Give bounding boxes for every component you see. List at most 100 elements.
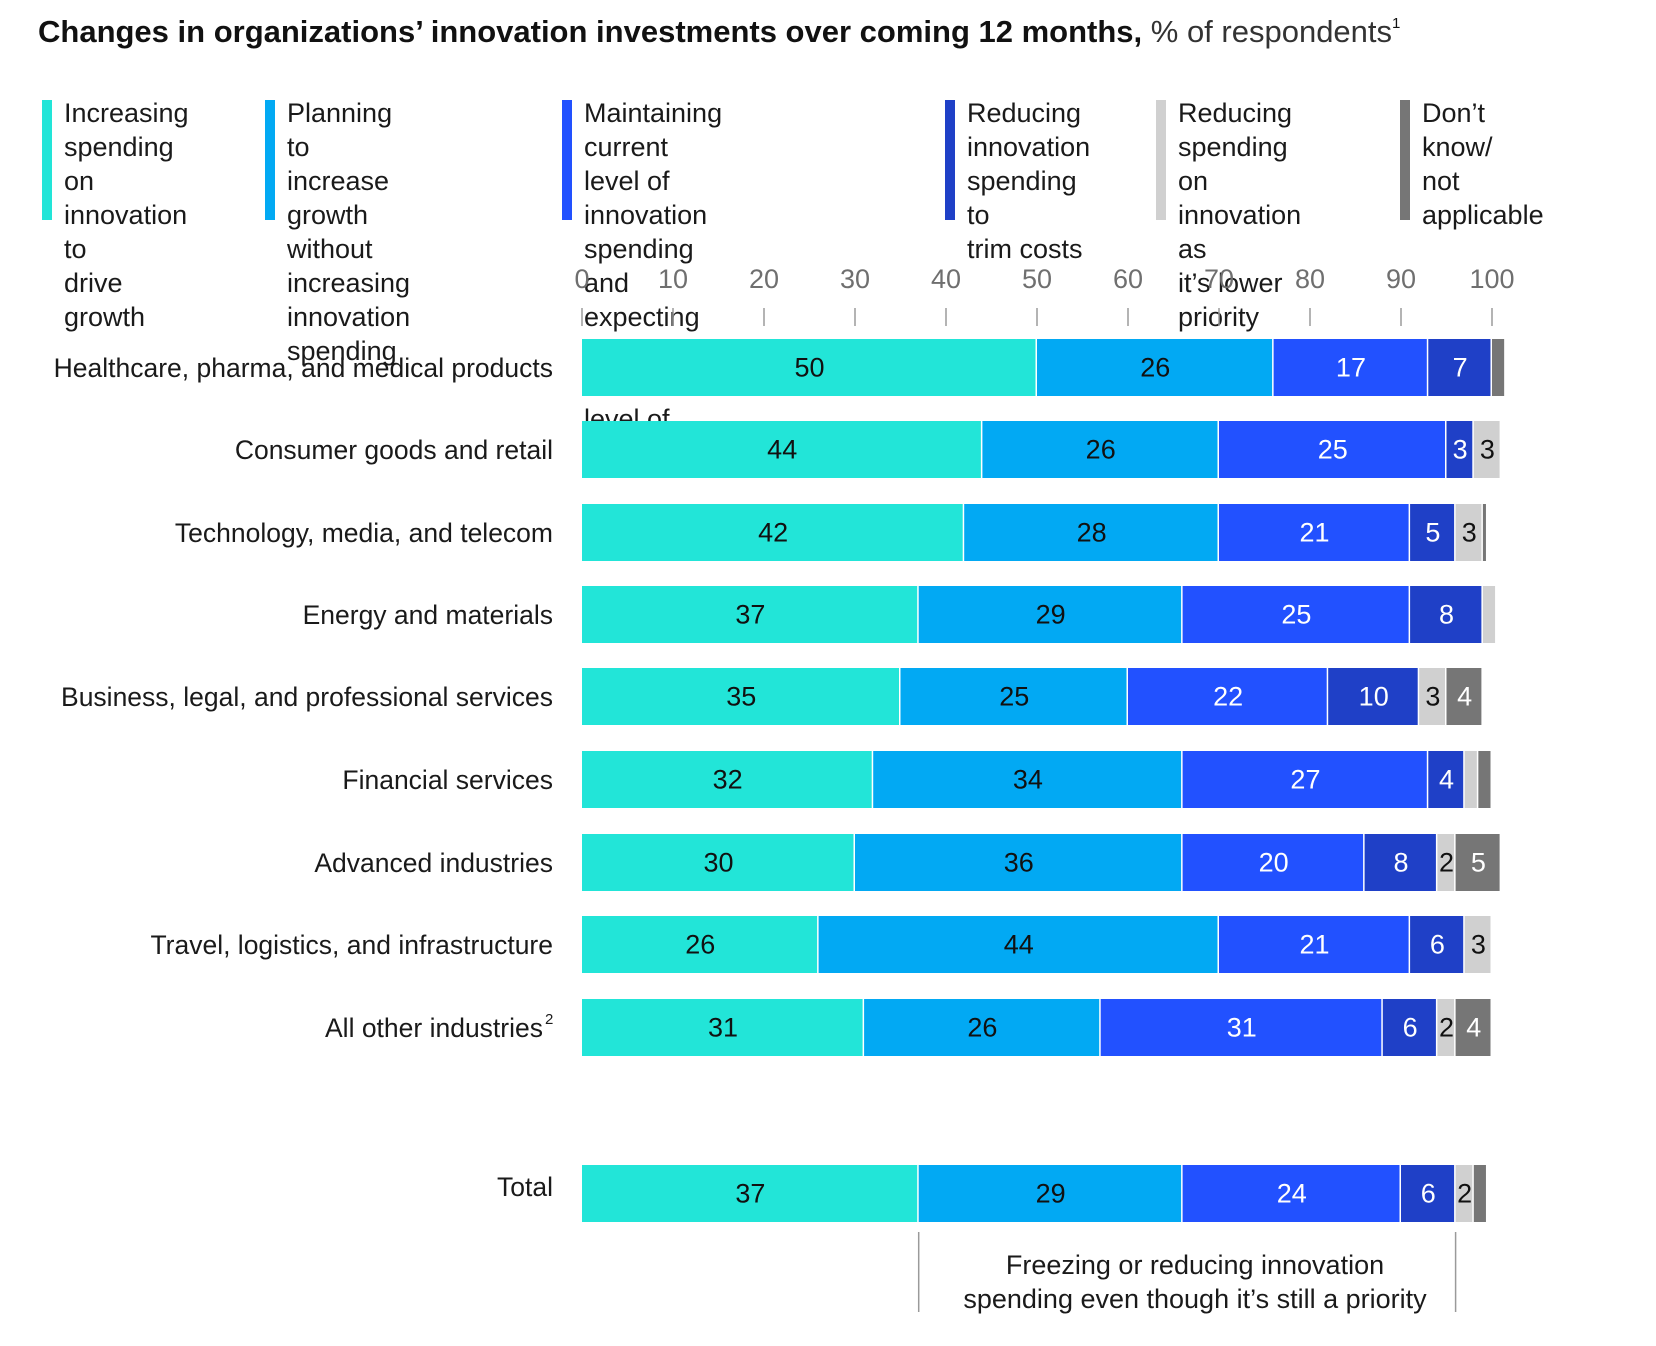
bar-segment bbox=[818, 916, 1218, 973]
bar-value-label: 3 bbox=[1462, 518, 1477, 548]
bar-segment bbox=[582, 586, 918, 643]
bar-segment bbox=[900, 668, 1127, 725]
bar-segment bbox=[918, 586, 1182, 643]
legend-swatch bbox=[562, 100, 572, 220]
legend-label: Planning to increase growth without incr… bbox=[287, 98, 411, 366]
bars: 50 26 17 744 26 25 3 342 28 21 5 337 29 25 835 25 22 10 3 4… bbox=[582, 339, 1505, 1222]
bar-value-label: 28 bbox=[1077, 518, 1107, 548]
bar-value-label: 6 bbox=[1403, 1013, 1418, 1043]
bar-segment bbox=[1446, 668, 1482, 725]
bar-segment bbox=[1428, 339, 1491, 396]
bar-value-label: 8 bbox=[1393, 848, 1408, 878]
bar-segment bbox=[1437, 834, 1455, 891]
bar-value-label: 44 bbox=[767, 435, 797, 465]
bar-value-label: 2 bbox=[1439, 1013, 1454, 1043]
bar-segment bbox=[1455, 1165, 1473, 1222]
bar-segment bbox=[582, 504, 963, 561]
bar-segment bbox=[1182, 586, 1409, 643]
bar-value-label: 42 bbox=[758, 518, 788, 548]
bar-value-label: 30 bbox=[703, 848, 733, 878]
category-labels: Healthcare, pharma, and medical products… bbox=[54, 353, 554, 1202]
x-tick-label: 100 bbox=[1469, 264, 1514, 294]
bar-value-label: 50 bbox=[794, 353, 824, 383]
bar-segment bbox=[582, 1165, 918, 1222]
title-main: Changes in organizations’ innovation inv… bbox=[38, 14, 1143, 49]
bar-segment bbox=[1100, 999, 1382, 1056]
bar-value-label: 3 bbox=[1425, 682, 1440, 712]
bar-value-label: 29 bbox=[1036, 600, 1066, 630]
legend-label: Reducing spending on innovation as it’s … bbox=[1178, 98, 1302, 332]
bar-segment bbox=[1219, 916, 1409, 973]
bar-value-label: 44 bbox=[1004, 930, 1034, 960]
bar-segment bbox=[1364, 834, 1436, 891]
title-unit: % of respondents bbox=[1150, 14, 1393, 49]
x-tick-label: 10 bbox=[658, 264, 688, 294]
x-tick-label: 40 bbox=[931, 264, 961, 294]
bar-segment bbox=[855, 834, 1182, 891]
chart-title: Changes in organizations’ innovation inv… bbox=[38, 12, 1638, 52]
bar-segment bbox=[1182, 751, 1427, 808]
bar-value-label: 25 bbox=[999, 682, 1029, 712]
bar-segment bbox=[582, 834, 854, 891]
x-tick-label: 80 bbox=[1295, 264, 1325, 294]
bar-segment bbox=[873, 751, 1182, 808]
category-footnote: 2 bbox=[545, 1011, 553, 1028]
legend-swatch bbox=[42, 100, 52, 220]
bar-segment bbox=[1182, 834, 1364, 891]
bar-segment bbox=[582, 668, 899, 725]
bar-segment bbox=[1401, 1165, 1455, 1222]
bar-segment bbox=[1482, 504, 1486, 561]
x-tick-label: 0 bbox=[574, 264, 589, 294]
bar-value-label: 32 bbox=[713, 765, 743, 795]
x-tick-label: 30 bbox=[840, 264, 870, 294]
x-tick-label: 90 bbox=[1386, 264, 1416, 294]
bar-segment bbox=[1410, 504, 1455, 561]
bar-segment bbox=[1464, 916, 1491, 973]
bar-value-label: 36 bbox=[1004, 848, 1034, 878]
bar-value-label: 26 bbox=[967, 1013, 997, 1043]
bar-segment bbox=[582, 999, 863, 1056]
category-label: Total bbox=[497, 1172, 553, 1202]
bar-segment bbox=[1455, 999, 1491, 1056]
bar-value-label: 17 bbox=[1336, 353, 1366, 383]
category-label: Advanced industries bbox=[314, 848, 553, 878]
bar-segment bbox=[1219, 421, 1445, 478]
bar-segment bbox=[582, 421, 981, 478]
category-label: All other industries bbox=[325, 1013, 543, 1043]
category-label: Technology, media, and telecom bbox=[175, 518, 553, 548]
bar-value-label: 3 bbox=[1453, 435, 1468, 465]
legend-swatch bbox=[265, 100, 275, 220]
bar-value-label: 4 bbox=[1466, 1013, 1481, 1043]
bar-value-label: 20 bbox=[1259, 848, 1289, 878]
bar-value-label: 26 bbox=[1140, 353, 1170, 383]
bar-segment bbox=[864, 999, 1100, 1056]
legend-label: Increasing spending on innovation to dri… bbox=[64, 98, 189, 332]
bar-segment bbox=[1437, 999, 1455, 1056]
bar-value-label: 34 bbox=[1013, 765, 1043, 795]
bar-value-label: 5 bbox=[1425, 518, 1440, 548]
bar-value-label: 26 bbox=[1086, 435, 1116, 465]
x-tick-label: 50 bbox=[1022, 264, 1052, 294]
bar-segment bbox=[1482, 586, 1496, 643]
bar-segment bbox=[1182, 1165, 1400, 1222]
legend-swatch bbox=[945, 100, 955, 220]
bar-value-label: 2 bbox=[1439, 848, 1454, 878]
bar-value-label: 29 bbox=[1036, 1179, 1066, 1209]
bar-segment bbox=[1492, 339, 1505, 396]
bar-value-label: 22 bbox=[1213, 682, 1243, 712]
bar-value-label: 6 bbox=[1421, 1179, 1436, 1209]
bar-value-label: 21 bbox=[1300, 930, 1330, 960]
title-footnote: 1 bbox=[1392, 15, 1401, 32]
bar-segment bbox=[1273, 339, 1427, 396]
bar-value-label: 2 bbox=[1457, 1179, 1472, 1209]
bar-segment bbox=[1455, 834, 1500, 891]
bar-value-label: 25 bbox=[1318, 435, 1348, 465]
legend-swatch bbox=[1400, 100, 1410, 220]
bar-segment bbox=[1464, 751, 1477, 808]
bar-segment bbox=[1219, 504, 1409, 561]
category-label: Energy and materials bbox=[303, 600, 553, 630]
bar-value-label: 24 bbox=[1277, 1179, 1307, 1209]
category-label: Business, legal, and professional servic… bbox=[61, 682, 553, 712]
bar-value-label: 7 bbox=[1453, 353, 1468, 383]
bar-segment bbox=[1328, 668, 1418, 725]
